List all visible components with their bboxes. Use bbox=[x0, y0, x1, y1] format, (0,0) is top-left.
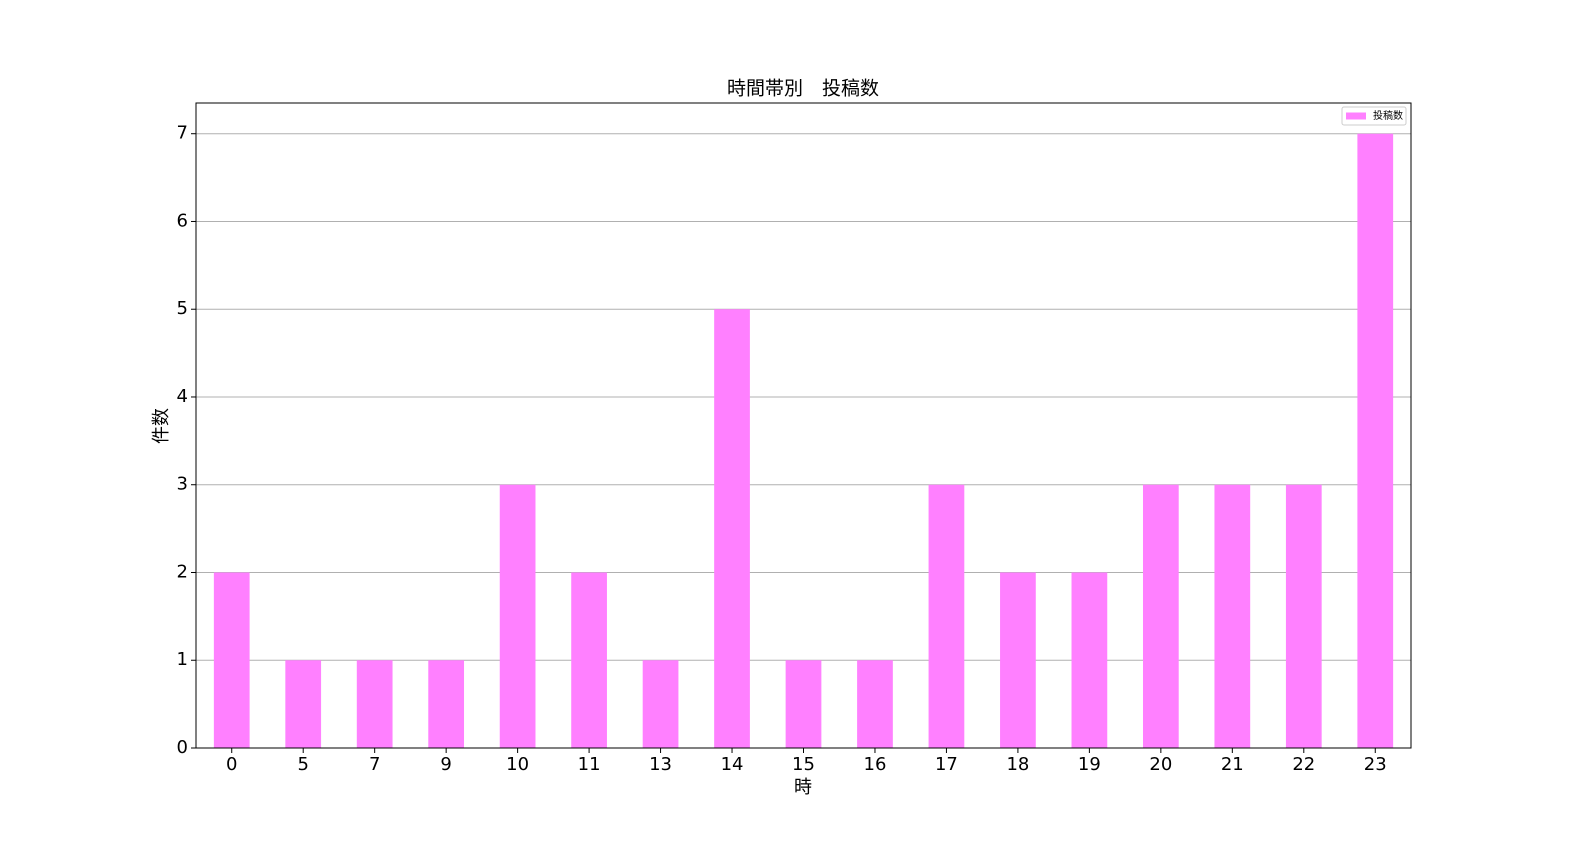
bar bbox=[285, 660, 322, 748]
bar bbox=[356, 660, 393, 748]
legend-box bbox=[1341, 106, 1407, 126]
legend-label: 投稿数 bbox=[1373, 109, 1403, 122]
x-axis-label: 時 bbox=[794, 777, 812, 798]
x-tick-label: 10 bbox=[506, 754, 529, 775]
x-tick-label: 22 bbox=[1292, 754, 1315, 775]
y-tick-label: 1 bbox=[177, 649, 188, 670]
plot-frame bbox=[195, 102, 1412, 749]
x-tick-label: 13 bbox=[649, 754, 672, 775]
y-tick-label: 0 bbox=[177, 737, 188, 758]
bar bbox=[1357, 133, 1394, 748]
x-tick-label: 17 bbox=[935, 754, 958, 775]
x-tick-label: 7 bbox=[369, 754, 380, 775]
bar bbox=[571, 572, 607, 748]
bar bbox=[428, 660, 465, 748]
bar bbox=[1071, 572, 1108, 748]
y-axis-label: 件数 bbox=[151, 408, 172, 444]
x-tick-label: 18 bbox=[1006, 754, 1029, 775]
x-tick-label: 21 bbox=[1221, 754, 1244, 775]
bar bbox=[857, 660, 893, 748]
bar bbox=[213, 572, 250, 748]
x-tick-label: 23 bbox=[1364, 754, 1387, 775]
y-tick-label: 5 bbox=[177, 298, 188, 319]
x-tick-label: 19 bbox=[1078, 754, 1101, 775]
bar bbox=[1000, 572, 1036, 748]
y-tick-label: 2 bbox=[177, 561, 188, 582]
bar bbox=[1285, 484, 1322, 748]
x-tick-label: 20 bbox=[1149, 754, 1172, 775]
x-tick-label: 14 bbox=[721, 754, 744, 775]
y-tick-label: 3 bbox=[177, 474, 188, 495]
x-tick-label: 11 bbox=[578, 754, 601, 775]
bar bbox=[499, 484, 536, 748]
bar bbox=[928, 484, 965, 748]
x-tick-label: 0 bbox=[226, 754, 237, 775]
x-tick-label: 9 bbox=[440, 754, 451, 775]
x-tick-label: 15 bbox=[792, 754, 815, 775]
y-tick-label: 7 bbox=[177, 123, 188, 144]
x-tick-label: 16 bbox=[864, 754, 887, 775]
bar bbox=[642, 660, 679, 748]
bar bbox=[1214, 484, 1251, 748]
y-tick-label: 6 bbox=[177, 210, 188, 231]
bar bbox=[1142, 484, 1179, 748]
bar bbox=[785, 660, 822, 748]
legend-swatch bbox=[1346, 112, 1366, 120]
x-tick-label: 5 bbox=[297, 754, 308, 775]
chart-title: 時間帯別 投稿数 bbox=[727, 78, 879, 100]
y-tick-label: 4 bbox=[177, 386, 188, 407]
bar bbox=[714, 309, 750, 748]
